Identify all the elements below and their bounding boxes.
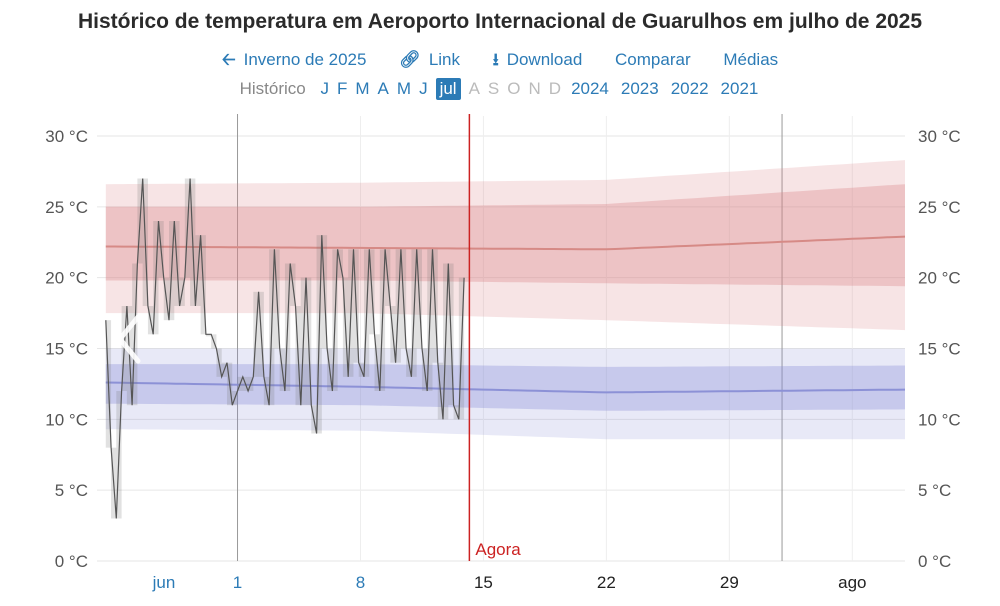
download-button[interactable]: ⭳ Download	[493, 47, 583, 76]
y-tick-left-6: 30 °C	[45, 127, 88, 146]
month-5[interactable]: J	[419, 79, 428, 98]
season-label: Inverno de 2025	[243, 50, 367, 69]
month-0[interactable]: J	[320, 79, 329, 98]
month-2[interactable]: M	[355, 79, 370, 98]
y-tick-right-2: 10 °C	[918, 410, 961, 429]
y-tick-left-4: 20 °C	[45, 269, 88, 288]
month-11: D	[548, 79, 562, 98]
x-tick-2[interactable]: 8	[356, 573, 365, 592]
y-tick-right-5: 25 °C	[918, 198, 961, 217]
month-9: O	[507, 79, 521, 98]
history-label: Histórico	[239, 79, 306, 98]
link-button[interactable]: 🔗︎ Link	[399, 50, 460, 70]
link-label: Link	[428, 50, 460, 69]
y-tick-left-0: 0 °C	[55, 552, 88, 571]
y-tick-left-1: 5 °C	[55, 481, 88, 500]
arrow-left-icon: 🡠	[221, 50, 236, 69]
month-7: A	[468, 79, 480, 98]
y-tick-left-2: 10 °C	[45, 410, 88, 429]
month-3[interactable]: A	[377, 79, 389, 98]
low-band-p25-p75	[105, 364, 906, 411]
y-tick-left-5: 25 °C	[45, 198, 88, 217]
now-label: Agora	[475, 540, 521, 559]
month-4[interactable]: M	[396, 79, 412, 98]
y-tick-right-1: 5 °C	[918, 481, 951, 500]
year-link-2023[interactable]: 2023	[620, 79, 659, 98]
download-icon: ⭳	[492, 50, 499, 69]
download-label: Download	[506, 50, 583, 69]
toolbar: 🡠 Inverno de 2025 🔗︎ Link ⭳ Download Compar…	[0, 47, 1000, 76]
x-tick-3[interactable]: 15	[474, 573, 493, 592]
page-title: Histórico de temperatura em Aeroporto In…	[77, 10, 923, 33]
high-band-p25-p75	[105, 184, 906, 287]
y-tick-right-0: 0 °C	[918, 552, 951, 571]
month-8: S	[487, 79, 500, 98]
observed-temperature-line	[105, 178, 465, 519]
observed-range-19	[205, 334, 212, 337]
month-1[interactable]: F	[336, 79, 348, 98]
year-link-2021[interactable]: 2021	[720, 79, 759, 98]
compare-button[interactable]: Comparar	[615, 50, 691, 69]
x-tick-1[interactable]: 1	[233, 573, 242, 592]
x-tick-4[interactable]: 22	[597, 573, 616, 592]
chevron-left-icon[interactable]	[117, 314, 141, 364]
low-band-p10-p90	[105, 348, 906, 440]
link-icon: 🔗︎	[399, 50, 421, 69]
x-tick-6[interactable]: ago	[838, 573, 866, 592]
averages-button[interactable]: Médias	[723, 50, 779, 69]
year-link-2024[interactable]: 2024	[571, 79, 609, 98]
month-6[interactable]: jul	[435, 78, 461, 100]
y-tick-left-3: 15 °C	[45, 340, 88, 359]
y-tick-right-6: 30 °C	[918, 127, 961, 146]
month-10: N	[528, 79, 541, 98]
y-tick-right-3: 15 °C	[918, 340, 961, 359]
year-link-2022[interactable]: 2022	[670, 79, 709, 98]
y-tick-right-4: 20 °C	[918, 269, 961, 288]
x-tick-0[interactable]: jun	[152, 573, 176, 592]
x-tick-5[interactable]: 29	[720, 573, 739, 592]
high-mean-line	[105, 235, 906, 251]
low-mean-line	[105, 381, 906, 394]
season-link[interactable]: 🡠 Inverno de 2025	[222, 47, 367, 76]
